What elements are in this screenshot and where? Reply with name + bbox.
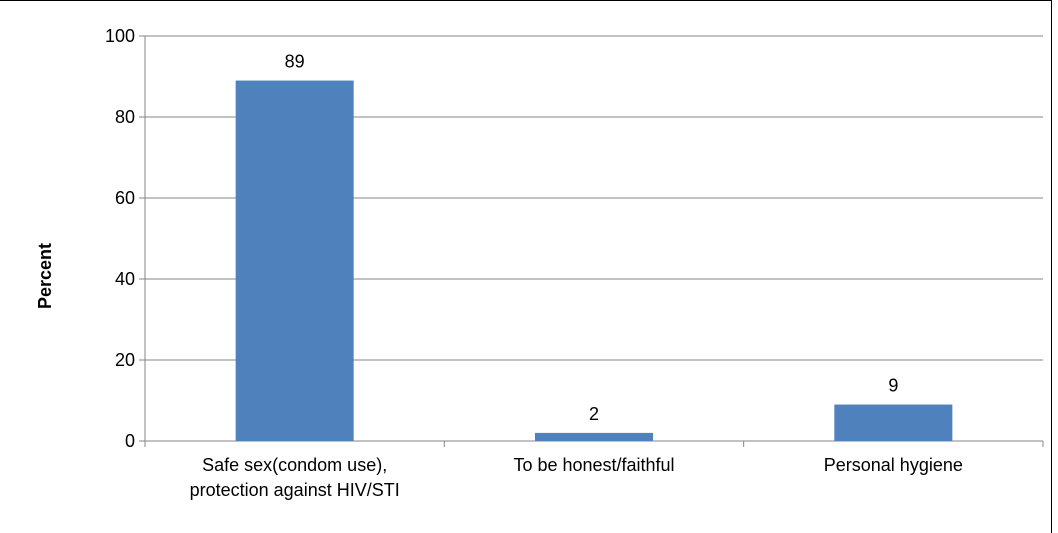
x-tick-label: Safe sex(condom use), protection against … bbox=[190, 455, 400, 500]
y-tick-label: 60 bbox=[115, 188, 135, 208]
y-axis-title: Percent bbox=[35, 243, 55, 309]
data-label: 89 bbox=[285, 52, 305, 72]
y-tick-label: 40 bbox=[115, 269, 135, 289]
y-tick-label: 80 bbox=[115, 107, 135, 127]
x-tick-label: To be honest/faithful bbox=[513, 455, 674, 475]
data-label: 9 bbox=[888, 376, 898, 396]
y-tick-label: 100 bbox=[105, 26, 135, 46]
bar bbox=[834, 404, 953, 441]
x-tick-label: Personal hygiene bbox=[824, 455, 963, 475]
y-tick-label: 0 bbox=[125, 431, 135, 451]
y-tick-label: 20 bbox=[115, 350, 135, 370]
bar bbox=[235, 80, 354, 442]
bars bbox=[235, 80, 953, 442]
data-label: 2 bbox=[589, 404, 599, 424]
labels: 0 20 40 60 80 100 89 Safe sex(condom use), prote… bbox=[105, 26, 963, 500]
bar bbox=[535, 432, 653, 441]
